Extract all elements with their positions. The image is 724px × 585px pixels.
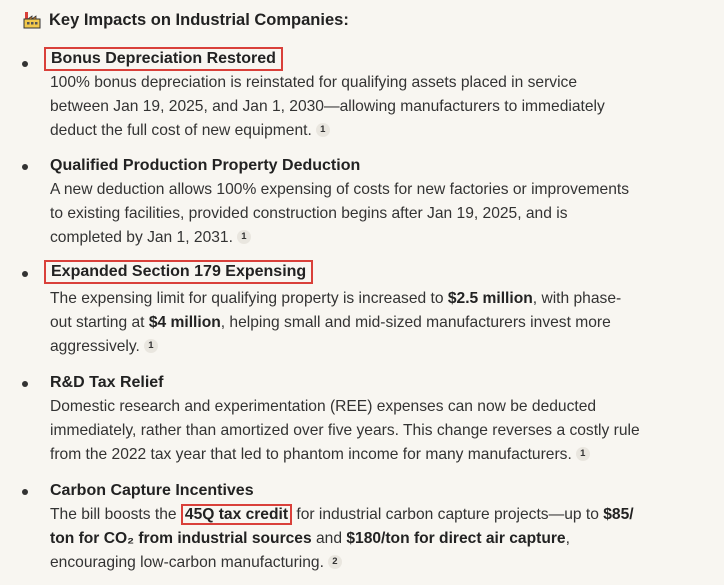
- body-line: 100% bonus depreciation is reinstated fo…: [50, 74, 578, 91]
- body-line: immediately, rather than amortized over …: [50, 422, 640, 439]
- body-text: , with phase-: [532, 290, 622, 307]
- factory-icon: [23, 12, 41, 29]
- body-text: The expensing limit for qualifying prope…: [50, 290, 448, 307]
- citation-badge[interactable]: 1: [143, 339, 158, 353]
- bullet: [22, 61, 28, 67]
- amount-highlight: ton for CO₂ from industrial sources: [50, 530, 312, 547]
- item-title-bonus-depreciation: Bonus Depreciation Restored: [44, 47, 283, 71]
- item-body: The expensing limit for qualifying prope…: [50, 287, 710, 359]
- body-line: from the 2022 tax year that led to phant…: [50, 446, 572, 463]
- body-line: A new deduction allows 100% expensing of…: [50, 181, 630, 198]
- bullet: [22, 271, 28, 277]
- body-line: deduct the full cost of new equipment.: [50, 122, 312, 139]
- amount-highlight: $85/: [603, 506, 634, 523]
- body-text: The bill boosts the: [50, 506, 181, 523]
- item-body: Domestic research and experimentation (R…: [50, 395, 710, 467]
- body-line: to existing facilities, provided constru…: [50, 205, 568, 222]
- citation-badge[interactable]: 1: [315, 123, 330, 137]
- body-line: Domestic research and experimentation (R…: [50, 398, 597, 415]
- item-body: A new deduction allows 100% expensing of…: [50, 178, 710, 250]
- body-text: encouraging low-carbon manufacturing.: [50, 554, 324, 571]
- body-text: out starting at: [50, 314, 149, 331]
- citation-badge[interactable]: 1: [575, 447, 590, 461]
- body-text: for industrial carbon capture projects—u…: [292, 506, 604, 523]
- citation-badge[interactable]: 1: [236, 230, 251, 244]
- bullet: [22, 164, 28, 170]
- bullet: [22, 381, 28, 387]
- item-body: The bill boosts the 45Q tax credit for i…: [50, 503, 710, 575]
- item-title-section-179: Expanded Section 179 Expensing: [44, 260, 314, 284]
- body-text: and: [311, 530, 347, 547]
- body-text: , helping small and mid-sized manufactur…: [220, 314, 611, 331]
- amount-highlight: $4 million: [148, 314, 221, 331]
- amount-highlight: $180/ton for direct air capture: [346, 530, 566, 547]
- body-text: aggressively.: [50, 338, 140, 355]
- heading-text: Key Impacts on Industrial Companies:: [49, 10, 349, 29]
- item-title-carbon-capture: Carbon Capture Incentives: [50, 482, 254, 499]
- section-heading: Key Impacts on Industrial Companies:: [22, 10, 349, 30]
- item-title-qpp-deduction: Qualified Production Property Deduction: [50, 157, 361, 174]
- amount-highlight: $2.5 million: [447, 290, 533, 307]
- bullet: [22, 489, 28, 495]
- 45q-credit-highlight: 45Q tax credit: [180, 504, 293, 525]
- body-line: completed by Jan 1, 2031.: [50, 229, 233, 246]
- citation-badge[interactable]: 2: [327, 555, 342, 569]
- body-line: between Jan 19, 2025, and Jan 1, 2030—al…: [50, 98, 605, 115]
- item-title-rd-tax-relief: R&D Tax Relief: [50, 374, 164, 391]
- item-body: 100% bonus depreciation is reinstated fo…: [50, 71, 710, 143]
- body-text: ,: [565, 530, 570, 547]
